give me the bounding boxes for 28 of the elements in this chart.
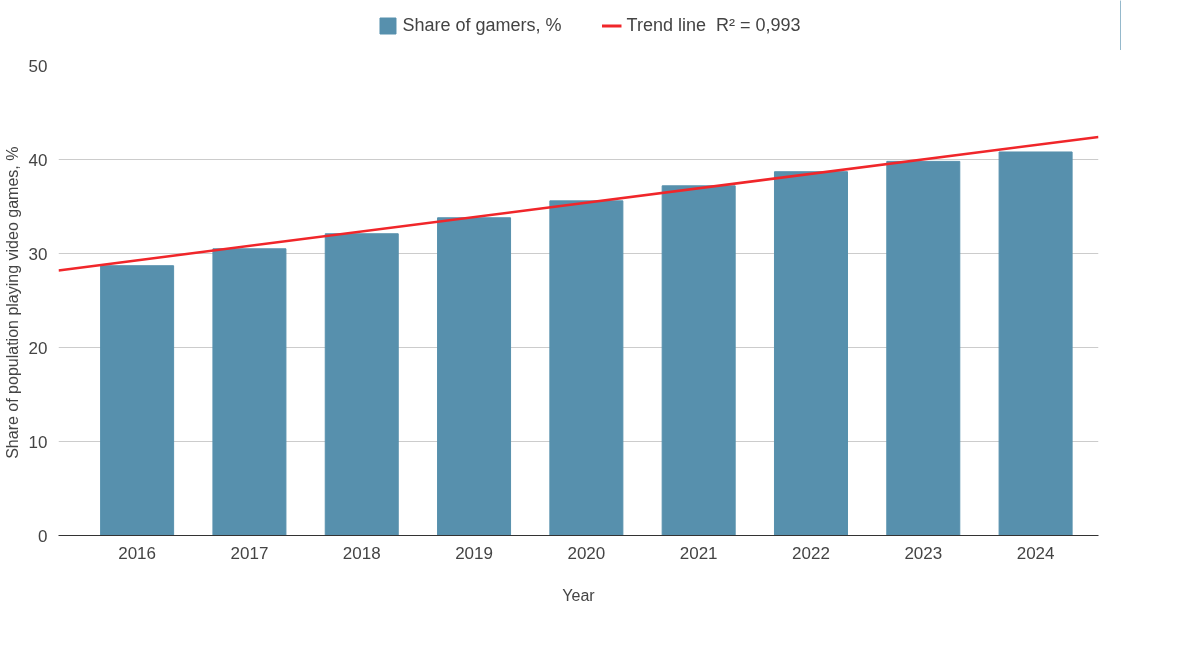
x-tick-label: 2018 bbox=[342, 543, 381, 563]
y-tick-label: 20 bbox=[28, 338, 48, 358]
y-tick-label: 50 bbox=[28, 56, 48, 76]
bar bbox=[324, 233, 399, 536]
bar bbox=[212, 248, 287, 536]
x-tick-label: 2019 bbox=[455, 543, 493, 563]
bar bbox=[886, 160, 961, 536]
x-tick-label: 2020 bbox=[567, 543, 606, 563]
legend-label: Share of gamers, % bbox=[402, 14, 562, 36]
bar bbox=[549, 200, 624, 536]
x-tick-label: 2021 bbox=[679, 543, 718, 563]
y-tick-label: 40 bbox=[28, 150, 48, 170]
bar bbox=[100, 265, 175, 536]
bar bbox=[998, 151, 1073, 536]
x-tick-label: 2023 bbox=[904, 543, 943, 563]
x-tick-label: 2017 bbox=[230, 543, 269, 563]
y-axis-title: Share of population playing video games, % bbox=[3, 146, 21, 459]
x-tick-label: 2016 bbox=[118, 543, 157, 563]
bar bbox=[661, 185, 736, 536]
y-tick-label: 0 bbox=[38, 526, 48, 546]
y-tick-label: 10 bbox=[28, 432, 48, 452]
x-tick-label: 2024 bbox=[1016, 543, 1055, 563]
legend-label: Trend line R² = 0,993 bbox=[626, 14, 801, 36]
x-axis-title: Year bbox=[562, 586, 596, 604]
bar bbox=[773, 171, 848, 536]
x-tick-label: 2022 bbox=[792, 543, 830, 563]
y-tick-label: 30 bbox=[28, 244, 48, 264]
bar bbox=[437, 217, 512, 536]
